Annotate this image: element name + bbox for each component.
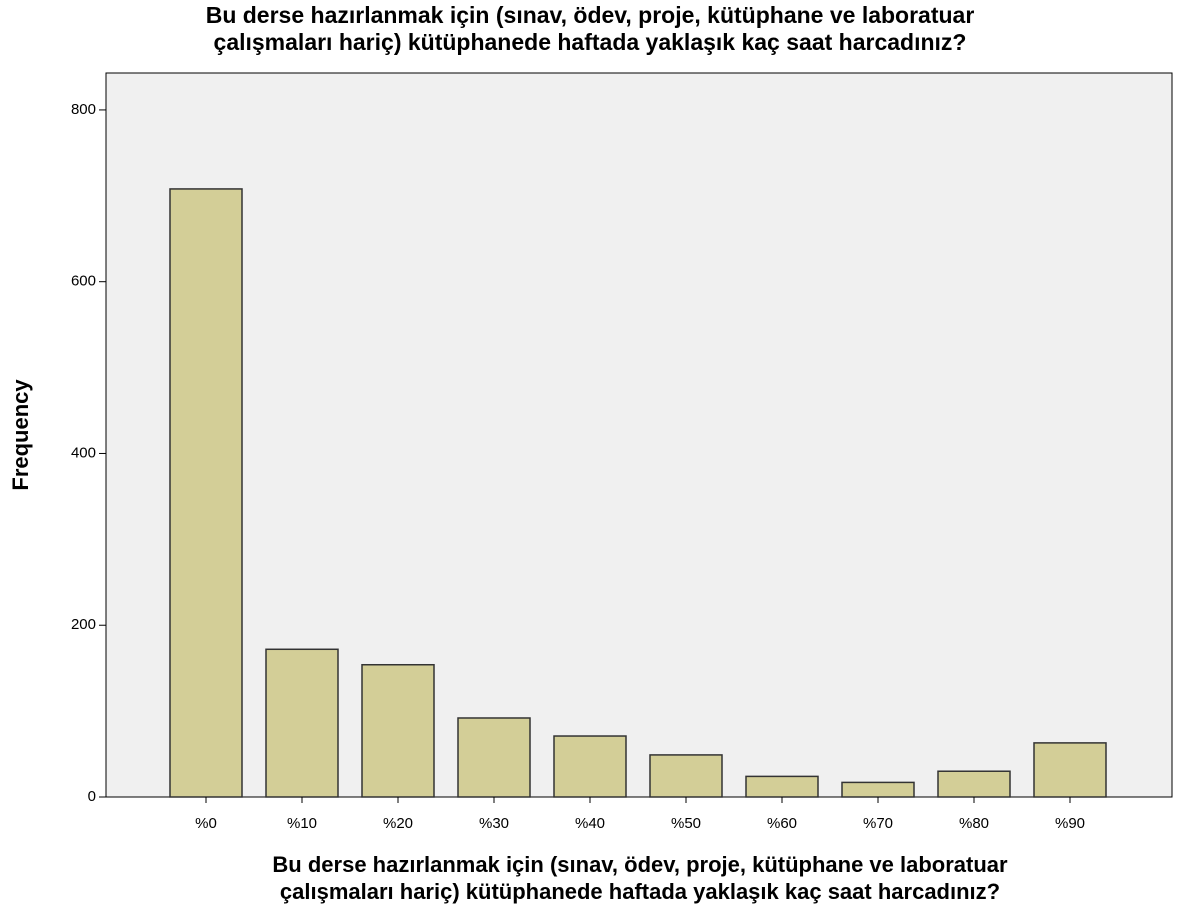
y-tick-label: 600 [71, 273, 96, 290]
chart-title: çalışmaları hariç) kütüphanede haftada y… [214, 29, 967, 55]
x-axis-title: Bu derse hazırlanmak için (sınav, ödev, … [272, 852, 1008, 877]
x-tick-label: %70 [863, 815, 893, 832]
bar [169, 188, 243, 798]
x-tick-label: %20 [383, 815, 413, 832]
x-tick-label: %40 [575, 815, 605, 832]
x-axis-title: çalışmaları hariç) kütüphanede haftada y… [280, 879, 1000, 904]
bar [361, 663, 435, 798]
y-tick-label: 0 [88, 788, 96, 805]
bar [841, 781, 915, 798]
x-tick-label: %10 [287, 815, 317, 832]
bar [745, 775, 819, 798]
x-tick-label: %80 [959, 815, 989, 832]
bar [457, 717, 531, 798]
x-tick-label: %30 [479, 815, 509, 832]
y-tick-label: 400 [71, 444, 96, 461]
bar [265, 648, 339, 798]
bar [1033, 742, 1107, 798]
y-axis-title: Frequency [8, 379, 33, 491]
y-tick-label: 200 [71, 616, 96, 633]
bar [649, 754, 723, 798]
x-tick-label: %50 [671, 815, 701, 832]
y-tick-label: 800 [71, 101, 96, 118]
bar [937, 770, 1011, 798]
x-tick-label: %0 [195, 815, 217, 832]
x-tick-label: %90 [1055, 815, 1085, 832]
chart-title: Bu derse hazırlanmak için (sınav, ödev, … [206, 2, 975, 28]
x-tick-label: %60 [767, 815, 797, 832]
bar [553, 735, 627, 798]
